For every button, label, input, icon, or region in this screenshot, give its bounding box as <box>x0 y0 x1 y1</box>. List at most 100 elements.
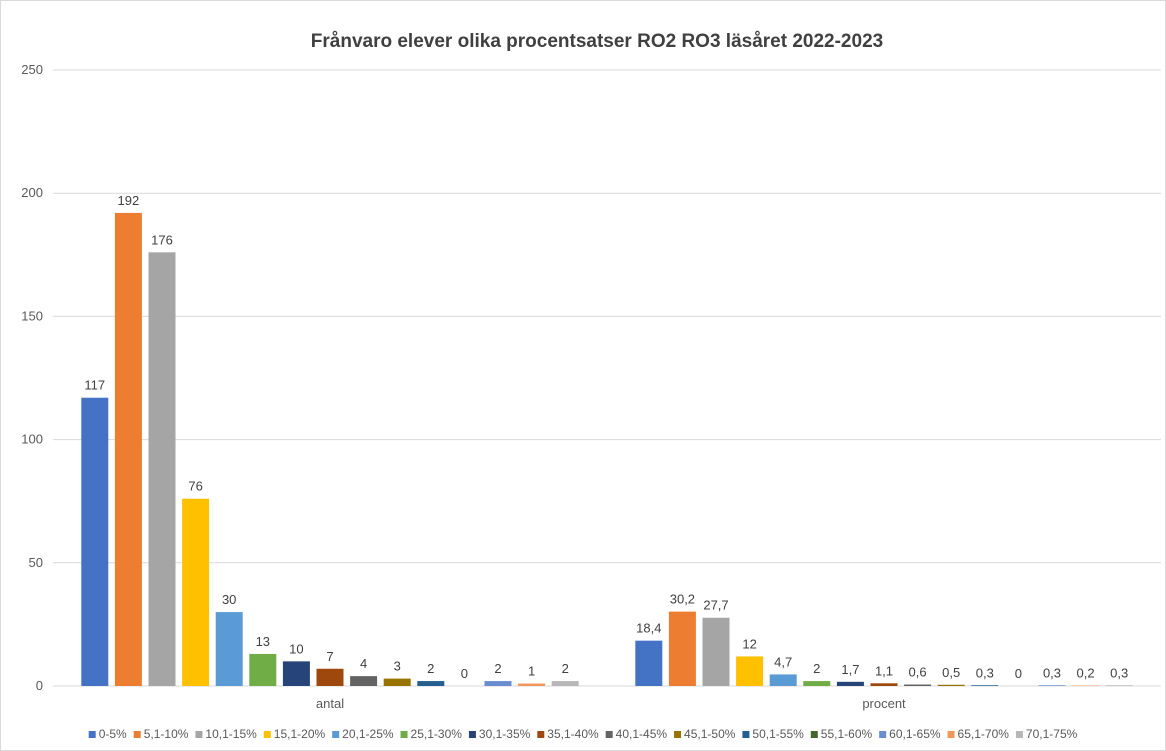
bar <box>215 612 243 686</box>
legend-label: 60,1-65% <box>889 727 941 741</box>
legend-swatch <box>1015 731 1023 738</box>
bar <box>736 656 764 686</box>
legend-label: 45,1-50% <box>684 727 736 741</box>
legend-label: 0-5% <box>99 727 127 741</box>
legend: 0-5% 5,1-10% 10,1-15% 15,1-20% 20,1-25% 25,1-… <box>88 727 1078 741</box>
data-label: 1,7 <box>841 662 859 677</box>
legend-swatch <box>879 731 887 738</box>
data-label: 117 <box>84 378 105 393</box>
bar <box>81 397 109 686</box>
chart-title: Frånvaro elever olika procentsatser RO2 … <box>311 31 883 52</box>
bar <box>249 653 277 686</box>
data-label: 3 <box>394 659 401 674</box>
data-label: 0 <box>461 666 468 681</box>
bars <box>81 212 1133 687</box>
legend-label: 15,1-20% <box>274 727 326 741</box>
y-axis-tick-labels: 0 50 100 150 200 250 <box>21 62 43 693</box>
bar <box>803 681 831 686</box>
legend-swatch <box>195 731 203 738</box>
legend-label: 20,1-25% <box>342 727 394 741</box>
bar <box>870 683 898 686</box>
data-label: 4,7 <box>774 654 792 669</box>
data-label: 10 <box>289 641 303 656</box>
data-label: 192 <box>118 193 140 208</box>
legend-label: 55,1-60% <box>821 727 873 741</box>
legend-swatch <box>537 731 545 738</box>
y-tick-label: 250 <box>21 62 43 77</box>
legend-label: 70,1-75% <box>1026 727 1078 741</box>
data-label: 18,4 <box>636 621 661 636</box>
y-tick-label: 100 <box>21 432 43 447</box>
bar <box>769 674 797 686</box>
data-label: 1 <box>528 664 535 679</box>
data-label: 4 <box>360 656 367 671</box>
legend-label: 35,1-40% <box>547 727 599 741</box>
legend-label: 65,1-70% <box>958 727 1010 741</box>
bar <box>702 617 730 686</box>
bar <box>1038 685 1066 686</box>
bar <box>484 681 512 686</box>
data-label: 2 <box>427 661 434 676</box>
legend-label: 30,1-35% <box>479 727 531 741</box>
bar <box>114 212 142 687</box>
data-label: 0,3 <box>976 665 994 680</box>
data-label: 0 <box>1015 666 1022 681</box>
legend-swatch <box>605 731 613 738</box>
legend-swatch <box>674 731 682 738</box>
category-label: procent <box>862 696 906 711</box>
bar <box>350 676 378 686</box>
data-label: 13 <box>256 634 270 649</box>
data-label: 2 <box>813 661 820 676</box>
bar <box>971 685 999 686</box>
legend-swatch <box>947 731 955 738</box>
bar <box>635 640 663 686</box>
bar <box>904 684 932 686</box>
legend-swatch <box>332 731 340 738</box>
data-label: 176 <box>151 232 173 247</box>
data-label: 7 <box>326 649 333 664</box>
bar <box>282 661 310 686</box>
category-labels: antal procent <box>316 696 906 711</box>
data-label: 0,3 <box>1043 665 1061 680</box>
legend-label: 40,1-45% <box>616 727 668 741</box>
data-label: 2 <box>494 661 501 676</box>
legend-swatch <box>400 731 408 738</box>
data-label: 12 <box>742 636 756 651</box>
bar <box>417 681 445 686</box>
bar <box>383 678 411 686</box>
bar <box>551 681 579 686</box>
y-tick-label: 150 <box>21 308 43 323</box>
bar <box>937 684 965 686</box>
data-label: 0,6 <box>909 665 927 680</box>
legend-swatch <box>468 731 476 738</box>
bar <box>668 611 696 686</box>
y-tick-label: 200 <box>21 185 43 200</box>
data-label: 76 <box>188 479 202 494</box>
legend-swatch <box>810 731 818 738</box>
data-label: 0,5 <box>942 665 960 680</box>
category-label: antal <box>316 696 344 711</box>
legend-swatch <box>742 731 750 738</box>
y-tick-label: 50 <box>29 555 43 570</box>
legend-swatch <box>88 731 96 738</box>
legend-swatch <box>133 731 141 738</box>
y-tick-label: 0 <box>36 678 43 693</box>
data-label: 0,2 <box>1077 666 1095 681</box>
bar <box>148 252 176 686</box>
legend-label: 50,1-55% <box>752 727 804 741</box>
legend-label: 5,1-10% <box>144 727 189 741</box>
bar <box>316 668 344 686</box>
data-label: 30 <box>222 592 236 607</box>
data-label: 0,3 <box>1110 665 1128 680</box>
legend-swatch <box>263 731 271 738</box>
bar <box>518 683 546 686</box>
bar <box>1105 685 1133 686</box>
bar <box>836 681 864 686</box>
data-label: 30,2 <box>670 592 695 607</box>
data-label: 1,1 <box>875 663 893 678</box>
bar <box>182 498 210 686</box>
gridlines <box>53 69 1161 687</box>
